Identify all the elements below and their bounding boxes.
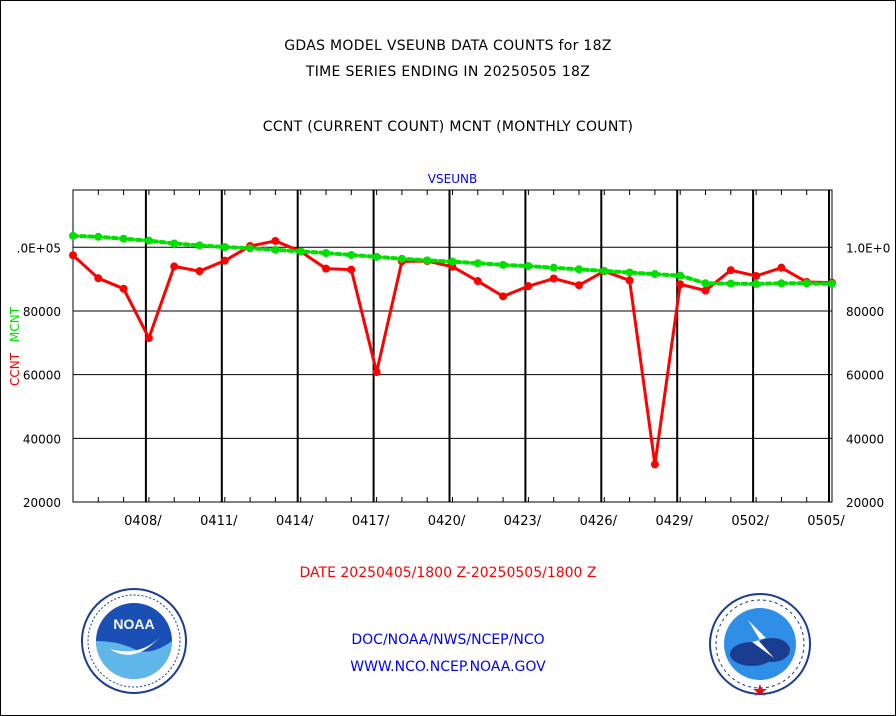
data-point-mcnt bbox=[701, 279, 710, 288]
data-point-mcnt bbox=[549, 263, 558, 272]
data-point-mcnt bbox=[322, 249, 330, 258]
y-tick-label-right: 1.0E+0 bbox=[846, 241, 890, 255]
data-point-mcnt bbox=[473, 259, 482, 268]
data-point-ccnt bbox=[499, 292, 508, 301]
data-point-ccnt bbox=[777, 263, 786, 272]
data-point-ccnt bbox=[650, 460, 659, 469]
data-point-ccnt bbox=[625, 276, 634, 285]
data-point-mcnt bbox=[499, 260, 508, 269]
data-point-mcnt bbox=[828, 279, 836, 288]
y-tick-label-left: 20000 bbox=[23, 496, 61, 510]
x-tick-label: 0411/ bbox=[200, 514, 238, 529]
data-point-ccnt bbox=[69, 251, 77, 260]
x-tick-label: 0414/ bbox=[276, 514, 314, 529]
data-point-ccnt bbox=[94, 274, 103, 283]
data-point-ccnt bbox=[549, 274, 558, 283]
data-point-mcnt bbox=[423, 256, 432, 265]
data-point-ccnt bbox=[220, 256, 229, 265]
noaa-logo: NOAA bbox=[81, 588, 187, 694]
x-tick-label: 0408/ bbox=[124, 514, 162, 529]
data-point-mcnt bbox=[195, 241, 204, 250]
date-range-label: DATE 20250405/1800 Z-20250505/1800 Z bbox=[299, 565, 597, 581]
y-tick-label-right: 80000 bbox=[846, 305, 884, 319]
data-point-mcnt bbox=[777, 279, 786, 288]
panel-title: VSEUNB bbox=[428, 172, 477, 186]
data-point-ccnt bbox=[271, 236, 280, 245]
data-point-ccnt bbox=[144, 334, 153, 343]
series-line-ccnt bbox=[71, 239, 833, 466]
data-point-ccnt bbox=[524, 282, 533, 291]
data-point-ccnt bbox=[372, 368, 381, 377]
data-point-ccnt bbox=[726, 266, 735, 275]
x-tick-label: 0502/ bbox=[731, 514, 769, 529]
data-point-ccnt bbox=[701, 286, 710, 295]
data-point-mcnt bbox=[625, 268, 634, 277]
data-point-mcnt bbox=[575, 265, 583, 274]
y-axis-label-ccnt: CCNT bbox=[8, 352, 22, 386]
data-point-mcnt bbox=[347, 250, 356, 259]
data-point-ccnt bbox=[119, 284, 128, 293]
x-tick-label: 0429/ bbox=[655, 514, 693, 529]
plot-frame bbox=[72, 189, 833, 503]
y-axis-label-mcnt: MCNT bbox=[8, 306, 22, 342]
data-point-mcnt bbox=[524, 262, 533, 271]
data-point-ccnt bbox=[195, 267, 204, 276]
data-point-mcnt bbox=[271, 245, 280, 254]
data-point-mcnt bbox=[397, 254, 406, 263]
data-point-mcnt bbox=[802, 279, 811, 288]
data-point-ccnt bbox=[170, 262, 179, 271]
x-tick-label: 0426/ bbox=[580, 514, 618, 529]
data-point-mcnt bbox=[246, 244, 255, 253]
y-tick-label-right: 20000 bbox=[846, 496, 884, 510]
data-point-mcnt bbox=[69, 231, 77, 240]
url-link[interactable]: WWW.NCO.NCEP.NOAA.GOV bbox=[350, 659, 546, 675]
y-tick-label-left: 60000 bbox=[23, 369, 61, 383]
x-tick-label: 0420/ bbox=[428, 514, 466, 529]
data-point-mcnt bbox=[650, 270, 659, 279]
data-point-mcnt bbox=[726, 279, 735, 288]
data-point-mcnt bbox=[170, 239, 179, 248]
x-tick-label: 0505/ bbox=[807, 514, 845, 529]
x-tick-label: 0423/ bbox=[504, 514, 542, 529]
data-point-mcnt bbox=[676, 271, 685, 280]
title-line-1: GDAS MODEL VSEUNB DATA COUNTS for 18Z bbox=[284, 38, 612, 54]
data-point-mcnt bbox=[119, 234, 128, 243]
data-point-ccnt bbox=[473, 277, 482, 286]
y-tick-label-left: .0E+05 bbox=[17, 241, 61, 255]
data-point-mcnt bbox=[296, 247, 305, 256]
data-point-mcnt bbox=[448, 257, 457, 266]
data-point-ccnt bbox=[347, 265, 356, 274]
data-point-mcnt bbox=[372, 252, 381, 261]
data-point-ccnt bbox=[322, 264, 330, 273]
y-tick-label-left: 80000 bbox=[23, 305, 61, 319]
data-point-ccnt bbox=[752, 271, 761, 280]
org-label: DOC/NOAA/NWS/NCEP/NCO bbox=[351, 632, 545, 648]
data-point-mcnt bbox=[752, 279, 761, 288]
y-tick-label-right: 60000 bbox=[846, 369, 884, 383]
national-weather-service-logo bbox=[709, 593, 811, 696]
data-point-ccnt bbox=[575, 281, 583, 290]
data-point-mcnt bbox=[94, 232, 103, 241]
data-point-mcnt bbox=[220, 242, 229, 251]
noaa-logo-text: NOAA bbox=[113, 616, 154, 632]
data-point-ccnt bbox=[676, 280, 685, 289]
title-line-2: TIME SERIES ENDING IN 20250505 18Z bbox=[305, 64, 591, 80]
x-tick-label: 0417/ bbox=[352, 514, 390, 529]
data-point-mcnt bbox=[144, 236, 153, 245]
data-point-mcnt bbox=[600, 266, 609, 275]
title-line-3: CCNT (CURRENT COUNT) MCNT (MONTHLY COUNT… bbox=[262, 119, 634, 135]
y-tick-label-left: 40000 bbox=[23, 432, 61, 446]
y-tick-label-right: 40000 bbox=[846, 432, 884, 446]
